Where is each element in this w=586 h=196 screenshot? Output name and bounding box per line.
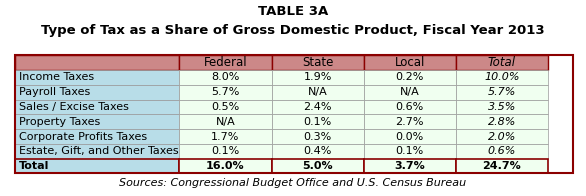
Text: Estate, Gift, and Other Taxes: Estate, Gift, and Other Taxes <box>19 146 179 156</box>
Text: State: State <box>302 56 333 69</box>
Text: 5.0%: 5.0% <box>302 161 333 171</box>
Bar <box>364 55 456 70</box>
Text: Payroll Taxes: Payroll Taxes <box>19 87 90 97</box>
Bar <box>364 100 456 114</box>
Bar <box>179 55 271 70</box>
Text: 24.7%: 24.7% <box>482 161 522 171</box>
Bar <box>271 129 364 144</box>
Bar <box>179 144 271 159</box>
Text: 5.7%: 5.7% <box>488 87 516 97</box>
Bar <box>15 114 179 129</box>
Bar <box>271 70 364 85</box>
Text: 5.7%: 5.7% <box>212 87 240 97</box>
Bar <box>364 159 456 173</box>
Text: Property Taxes: Property Taxes <box>19 117 100 127</box>
Bar <box>15 159 179 173</box>
Text: 0.6%: 0.6% <box>396 102 424 112</box>
Bar <box>179 85 271 100</box>
Bar <box>364 85 456 100</box>
Bar <box>271 85 364 100</box>
Bar <box>15 85 179 100</box>
Bar <box>364 129 456 144</box>
Text: Total: Total <box>19 161 49 171</box>
Bar <box>456 114 548 129</box>
Bar <box>271 100 364 114</box>
Text: N/A: N/A <box>216 117 236 127</box>
Bar <box>456 129 548 144</box>
Bar <box>15 55 179 70</box>
Bar <box>364 114 456 129</box>
Text: 0.5%: 0.5% <box>212 102 240 112</box>
Bar <box>271 55 364 70</box>
Text: Sales / Excise Taxes: Sales / Excise Taxes <box>19 102 129 112</box>
Bar <box>456 70 548 85</box>
Text: Income Taxes: Income Taxes <box>19 73 94 83</box>
Text: 2.8%: 2.8% <box>488 117 516 127</box>
Bar <box>271 159 364 173</box>
Text: 3.7%: 3.7% <box>394 161 425 171</box>
Text: 0.2%: 0.2% <box>396 73 424 83</box>
Text: 0.1%: 0.1% <box>212 146 240 156</box>
Bar <box>15 144 179 159</box>
Text: Total: Total <box>488 56 516 69</box>
Bar <box>364 144 456 159</box>
Text: Local: Local <box>394 56 425 69</box>
Bar <box>179 100 271 114</box>
Text: 0.4%: 0.4% <box>304 146 332 156</box>
Text: 8.0%: 8.0% <box>212 73 240 83</box>
Bar <box>179 114 271 129</box>
Text: 3.5%: 3.5% <box>488 102 516 112</box>
Text: 2.4%: 2.4% <box>304 102 332 112</box>
Text: N/A: N/A <box>308 87 328 97</box>
Text: 0.6%: 0.6% <box>488 146 516 156</box>
Bar <box>456 144 548 159</box>
Text: 10.0%: 10.0% <box>484 73 520 83</box>
Text: Federal: Federal <box>204 56 247 69</box>
Bar <box>456 159 548 173</box>
Text: TABLE 3A: TABLE 3A <box>258 5 328 18</box>
Text: 0.1%: 0.1% <box>396 146 424 156</box>
Text: Sources: Congressional Budget Office and U.S. Census Bureau: Sources: Congressional Budget Office and… <box>120 178 466 188</box>
Bar <box>271 114 364 129</box>
Bar <box>456 55 548 70</box>
Bar <box>179 129 271 144</box>
Bar <box>271 144 364 159</box>
Bar <box>15 100 179 114</box>
Text: Corporate Profits Taxes: Corporate Profits Taxes <box>19 132 147 142</box>
Text: 0.0%: 0.0% <box>396 132 424 142</box>
Bar <box>179 70 271 85</box>
Bar <box>15 129 179 144</box>
Bar <box>15 70 179 85</box>
Text: 2.0%: 2.0% <box>488 132 516 142</box>
Text: Type of Tax as a Share of Gross Domestic Product, Fiscal Year 2013: Type of Tax as a Share of Gross Domestic… <box>41 24 545 36</box>
Bar <box>179 159 271 173</box>
Bar <box>456 85 548 100</box>
Text: 0.3%: 0.3% <box>304 132 332 142</box>
Bar <box>364 70 456 85</box>
Text: 0.1%: 0.1% <box>304 117 332 127</box>
Text: 2.7%: 2.7% <box>396 117 424 127</box>
Text: 16.0%: 16.0% <box>206 161 245 171</box>
Text: N/A: N/A <box>400 87 420 97</box>
Text: 1.7%: 1.7% <box>212 132 240 142</box>
Bar <box>456 100 548 114</box>
Text: 1.9%: 1.9% <box>304 73 332 83</box>
